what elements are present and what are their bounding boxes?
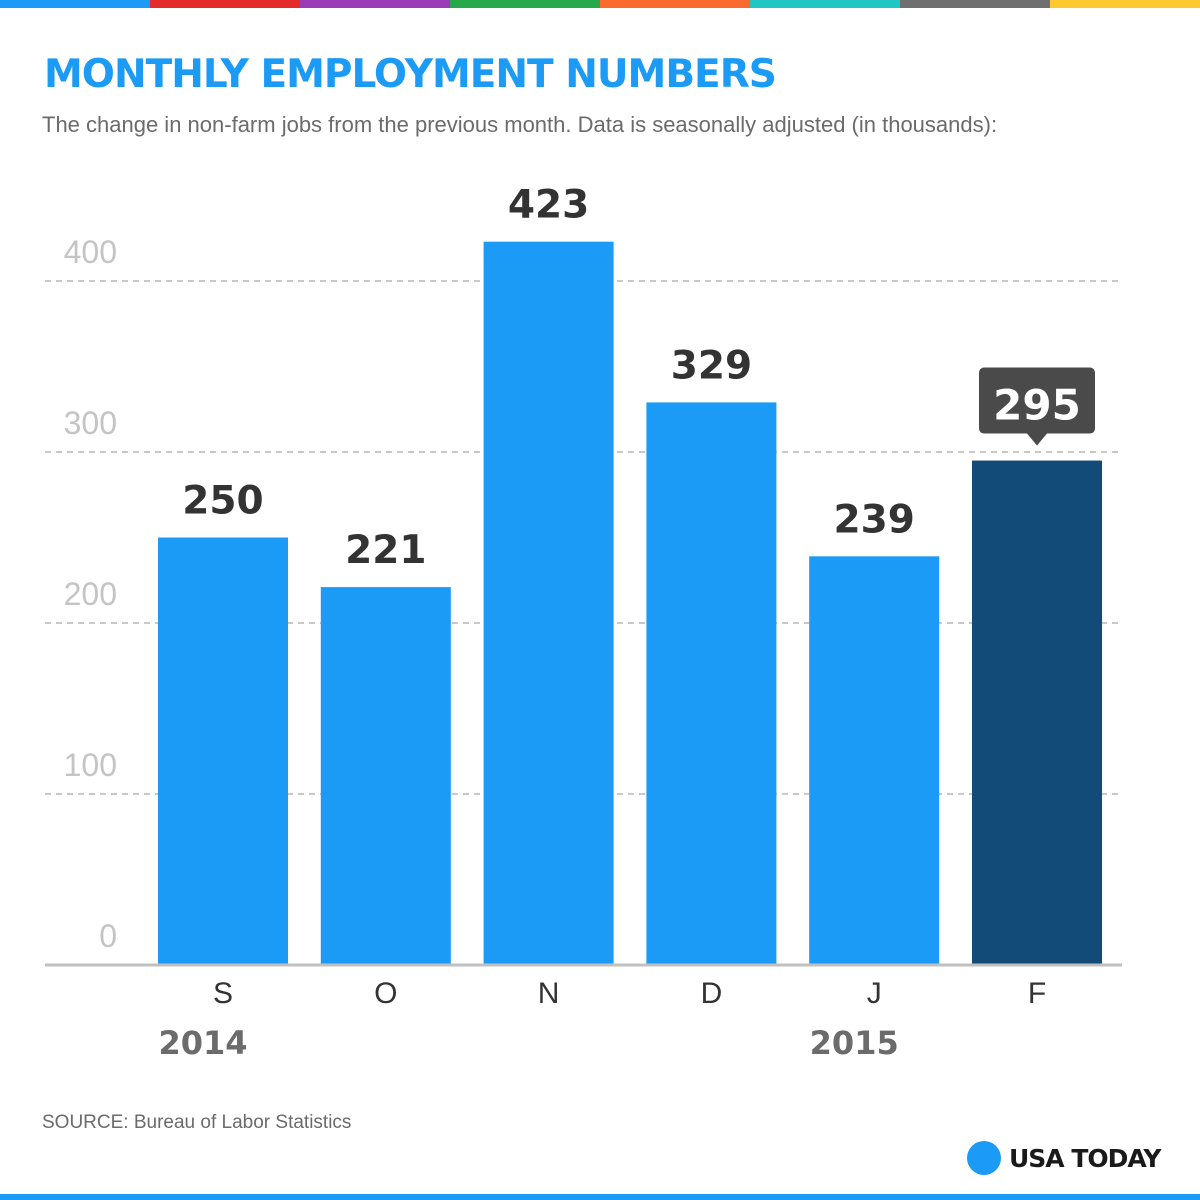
bar-J <box>809 556 940 965</box>
x-tick-label-S: S <box>213 977 233 1010</box>
stripe-segment-3 <box>300 0 450 8</box>
bar-S <box>158 537 288 965</box>
source-note: SOURCE: Bureau of Labor Statistics <box>42 1112 352 1133</box>
data-label-D: 329 <box>671 343 752 388</box>
year-label-2014: 2014 <box>158 1024 247 1062</box>
page-title: MONTHLY EMPLOYMENT NUMBERS <box>44 52 777 97</box>
bar-F <box>972 460 1102 965</box>
x-tick-label-J: J <box>867 977 882 1010</box>
x-tick-label-O: O <box>374 977 397 1010</box>
chart-subtitle: The change in non-farm jobs from the pre… <box>42 112 998 137</box>
y-tick-label-200: 200 <box>64 576 117 612</box>
data-label-O: 221 <box>345 528 426 573</box>
bar-N <box>483 241 614 966</box>
stripe-segment-1 <box>0 0 150 8</box>
data-label-N: 423 <box>508 183 589 228</box>
stripe-segment-5 <box>600 0 750 8</box>
stripe-segment-2 <box>150 0 300 8</box>
color-stripe-bottom <box>0 1194 1200 1200</box>
y-tick-label-400: 400 <box>64 234 117 270</box>
stripe-segment-6 <box>750 0 900 8</box>
stripe-segment-8 <box>1050 0 1200 8</box>
usa-today-logo: USA TODAY <box>967 1140 1161 1176</box>
x-tick-label-D: D <box>701 977 723 1010</box>
logo-text: USA TODAY <box>1009 1143 1161 1173</box>
x-tick-label-F: F <box>1028 977 1046 1010</box>
logo-dot-icon <box>967 1141 1001 1175</box>
data-label-F: 295 <box>993 381 1081 430</box>
y-tick-label-100: 100 <box>64 747 117 783</box>
y-tick-label-300: 300 <box>64 405 117 441</box>
bar-chart: 0 100 200 300 400 250 S 221 O 423 N 329 D 239 J 295 F 201… <box>45 183 1122 1062</box>
color-stripe-top <box>0 0 1200 8</box>
bar-D <box>646 402 777 965</box>
y-tick-label-0: 0 <box>99 918 117 954</box>
x-tick-label-N: N <box>538 977 560 1010</box>
value-callout-box <box>979 367 1095 434</box>
year-label-2015: 2015 <box>810 1024 899 1062</box>
value-callout-pointer <box>1027 433 1047 446</box>
bar-O <box>320 587 451 965</box>
stripe-segment-7 <box>900 0 1050 8</box>
data-label-J: 239 <box>833 497 914 542</box>
stripe-segment-4 <box>450 0 600 8</box>
data-label-S: 250 <box>182 479 263 524</box>
